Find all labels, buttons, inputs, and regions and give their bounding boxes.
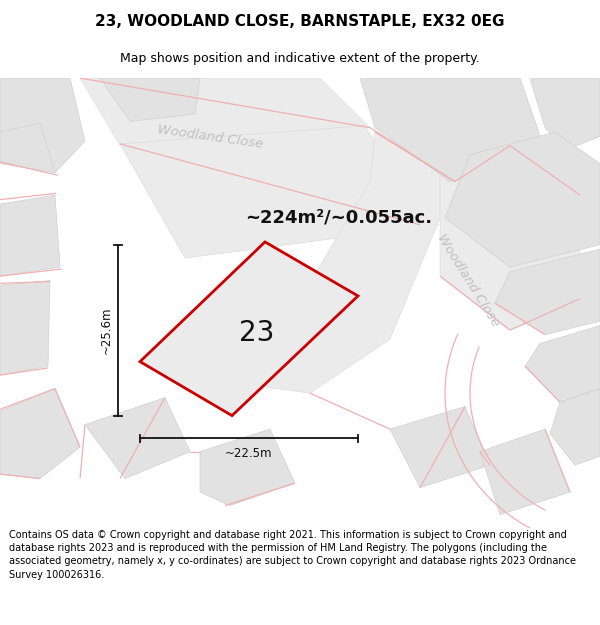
Polygon shape (200, 429, 295, 506)
Polygon shape (390, 407, 490, 488)
Text: Woodland Close: Woodland Close (157, 122, 263, 151)
Polygon shape (140, 242, 358, 416)
Text: Contains OS data © Crown copyright and database right 2021. This information is : Contains OS data © Crown copyright and d… (9, 530, 576, 579)
Polygon shape (120, 126, 425, 258)
Polygon shape (550, 389, 600, 465)
Text: ~224m²/~0.055ac.: ~224m²/~0.055ac. (245, 209, 432, 227)
Text: Woodland Close: Woodland Close (434, 232, 502, 329)
Polygon shape (480, 429, 570, 514)
Polygon shape (495, 249, 600, 334)
Polygon shape (0, 281, 50, 375)
Text: Map shows position and indicative extent of the property.: Map shows position and indicative extent… (120, 52, 480, 65)
Polygon shape (0, 123, 55, 172)
Polygon shape (85, 398, 190, 479)
Polygon shape (0, 78, 85, 172)
Polygon shape (360, 78, 545, 182)
Text: ~25.6m: ~25.6m (100, 306, 113, 354)
Polygon shape (0, 389, 80, 479)
Polygon shape (245, 132, 455, 393)
Polygon shape (445, 132, 600, 267)
Polygon shape (530, 78, 600, 150)
Polygon shape (100, 78, 200, 121)
Text: 23: 23 (239, 319, 274, 348)
Polygon shape (80, 78, 370, 146)
Polygon shape (440, 146, 580, 330)
Polygon shape (0, 195, 60, 276)
Text: 23, WOODLAND CLOSE, BARNSTAPLE, EX32 0EG: 23, WOODLAND CLOSE, BARNSTAPLE, EX32 0EG (95, 14, 505, 29)
Polygon shape (525, 326, 600, 402)
Text: ~22.5m: ~22.5m (225, 447, 273, 460)
